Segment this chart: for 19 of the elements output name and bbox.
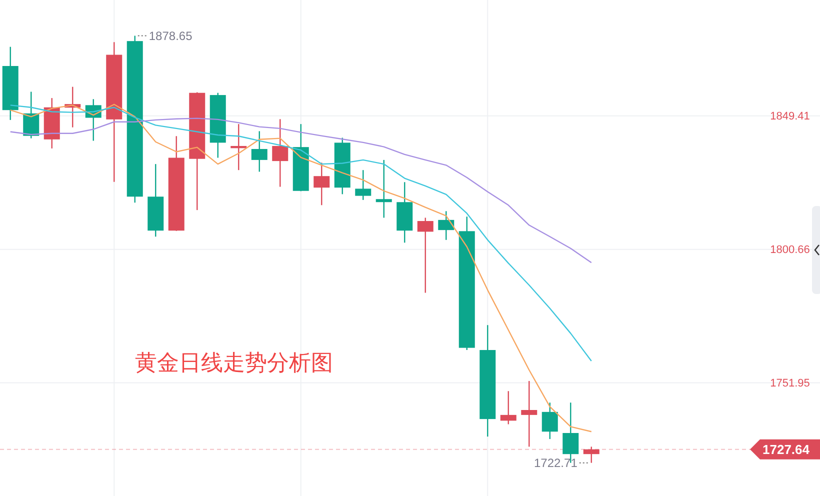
- candlestick: [230, 123, 247, 171]
- candlestick: [542, 402, 558, 440]
- candlestick: [438, 210, 454, 241]
- candlestick: [314, 162, 330, 206]
- text: 黄金日线走势分析图: [135, 351, 333, 376]
- candlestick: [272, 118, 288, 188]
- candlestick: [376, 159, 392, 218]
- candlestick: [417, 217, 434, 294]
- y-tick-label: 1751.95: [770, 378, 810, 390]
- candlestick: [521, 380, 538, 448]
- y-tick-label: 1849.41: [770, 110, 810, 123]
- annotation: 1878.65: [148, 28, 193, 43]
- candlestick: [355, 169, 372, 201]
- candlestick: [251, 130, 268, 172]
- candlestick: [500, 390, 516, 425]
- line-series: [10, 104, 592, 432]
- annotation: 1722.71: [534, 456, 578, 470]
- y-tick-label: 1800.66: [770, 244, 810, 256]
- ref-line-label: 1727.64: [762, 442, 810, 457]
